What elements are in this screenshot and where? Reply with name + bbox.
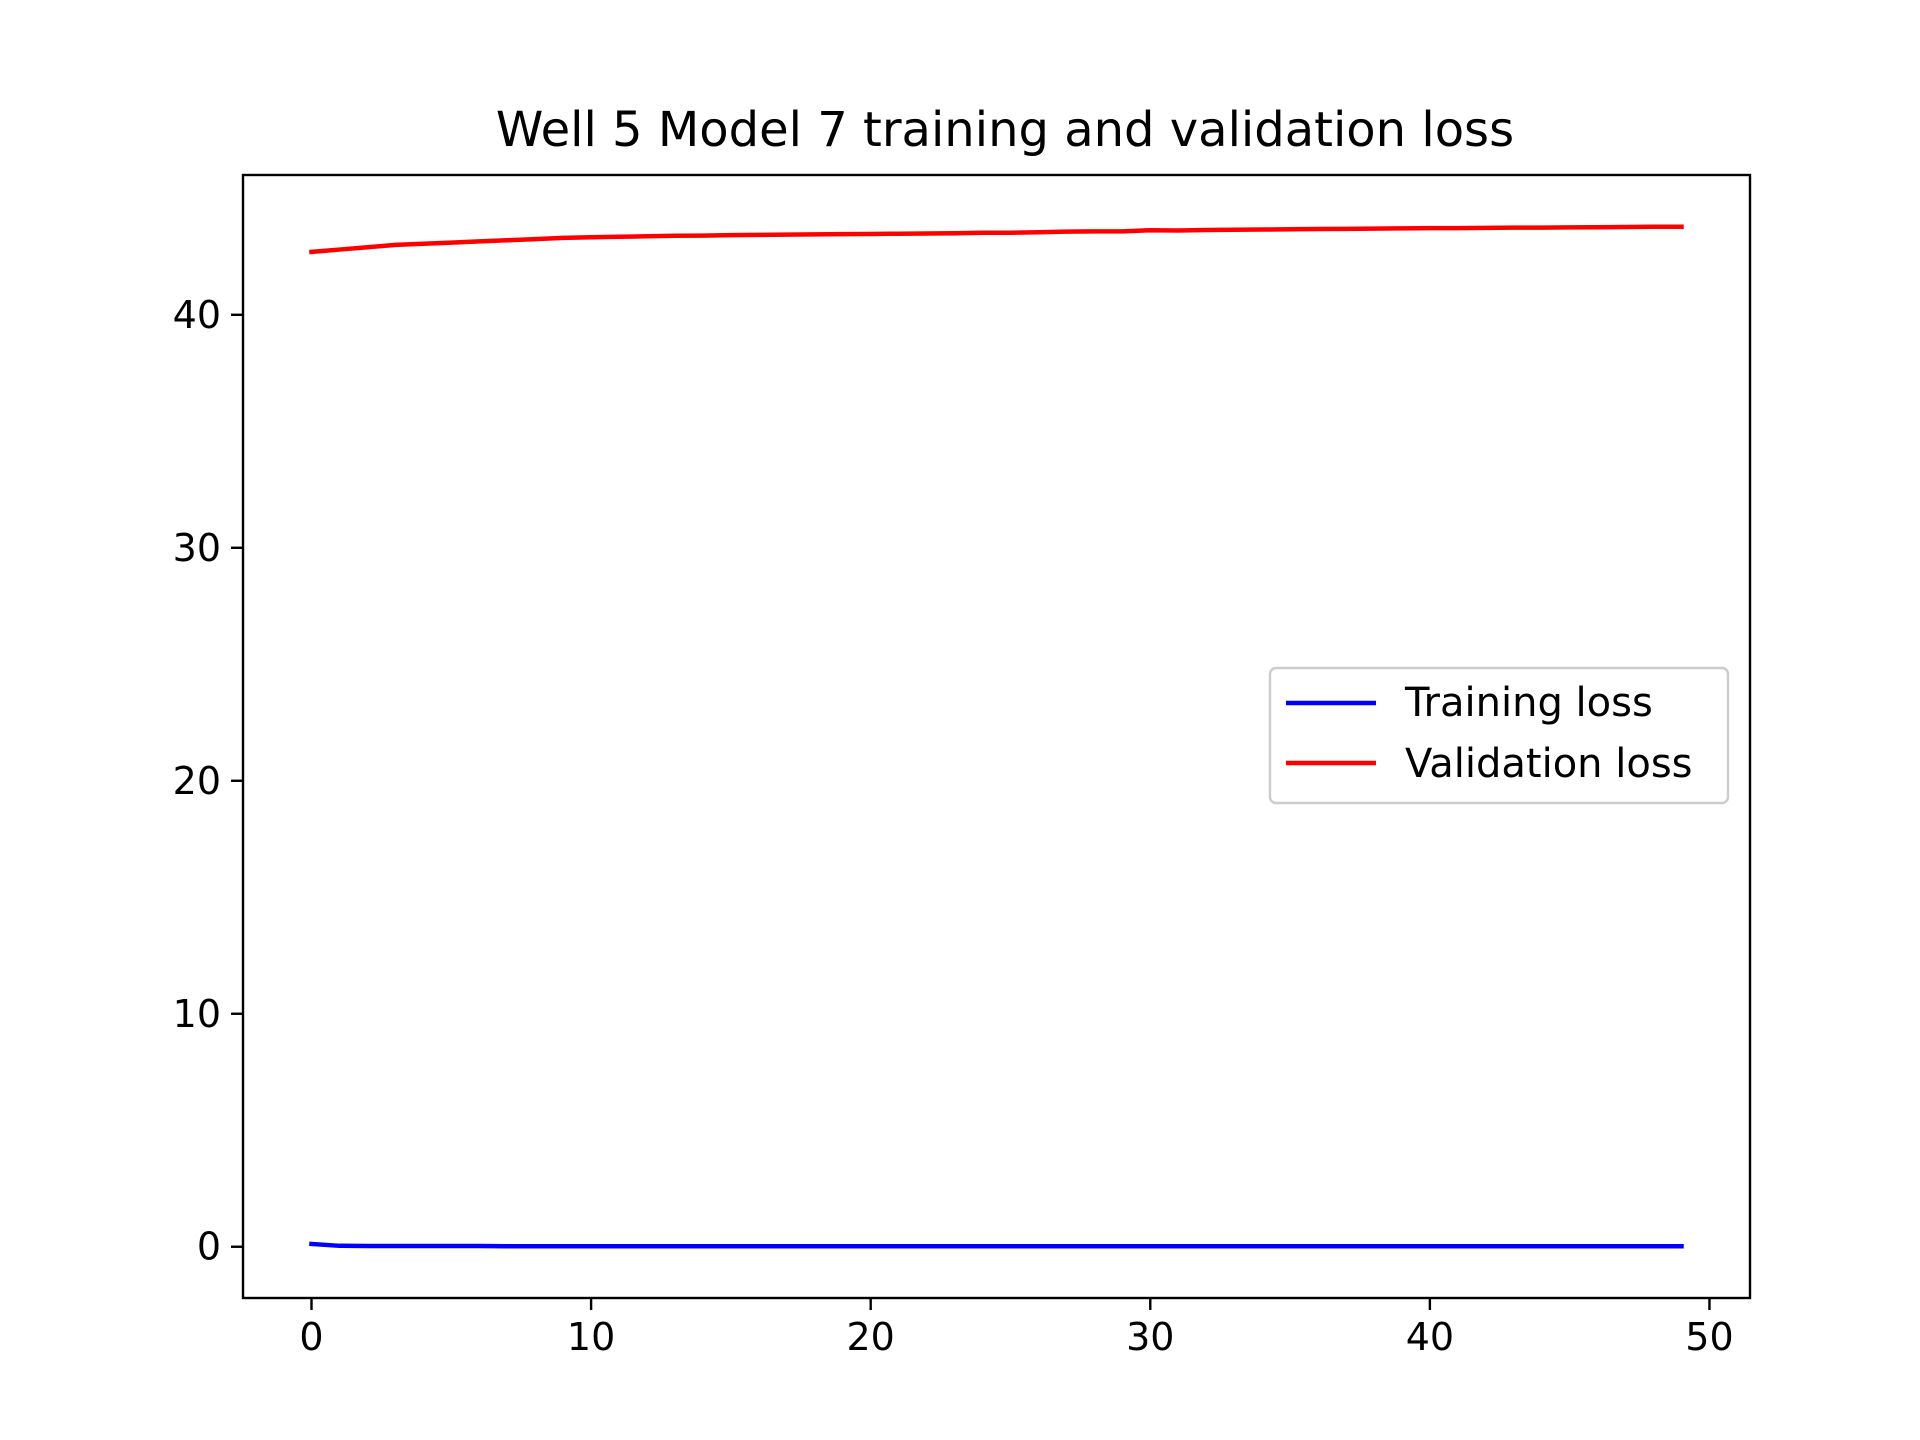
y-tick-label: 40 xyxy=(173,293,221,337)
x-tick-label: 10 xyxy=(567,1315,615,1359)
x-tick-label: 20 xyxy=(847,1315,895,1359)
x-tick-label: 40 xyxy=(1406,1315,1454,1359)
y-tick-label: 0 xyxy=(197,1225,221,1269)
series-line-validation-loss xyxy=(309,224,1684,255)
y-axis: 0 10 20 30 40 xyxy=(173,293,243,1269)
legend-label-training: Training loss xyxy=(1404,680,1653,726)
legend-label-validation: Validation loss xyxy=(1405,741,1693,787)
y-tick-label: 30 xyxy=(173,526,221,570)
legend: Training loss Validation loss xyxy=(1268,666,1730,805)
x-axis: 0 10 20 30 40 50 xyxy=(299,1298,1734,1359)
x-tick-label: 50 xyxy=(1685,1315,1733,1359)
series-line-training-loss xyxy=(309,1241,1684,1249)
chart-title: Well 5 Model 7 training and validation l… xyxy=(496,102,1514,158)
x-tick-label: 30 xyxy=(1126,1315,1174,1359)
x-tick-label: 0 xyxy=(299,1315,323,1359)
series-layer xyxy=(309,224,1684,1249)
plot-frame xyxy=(241,173,1752,1300)
y-tick-label: 20 xyxy=(173,759,221,803)
legend-box xyxy=(1268,666,1730,805)
y-tick-label: 10 xyxy=(173,992,221,1036)
